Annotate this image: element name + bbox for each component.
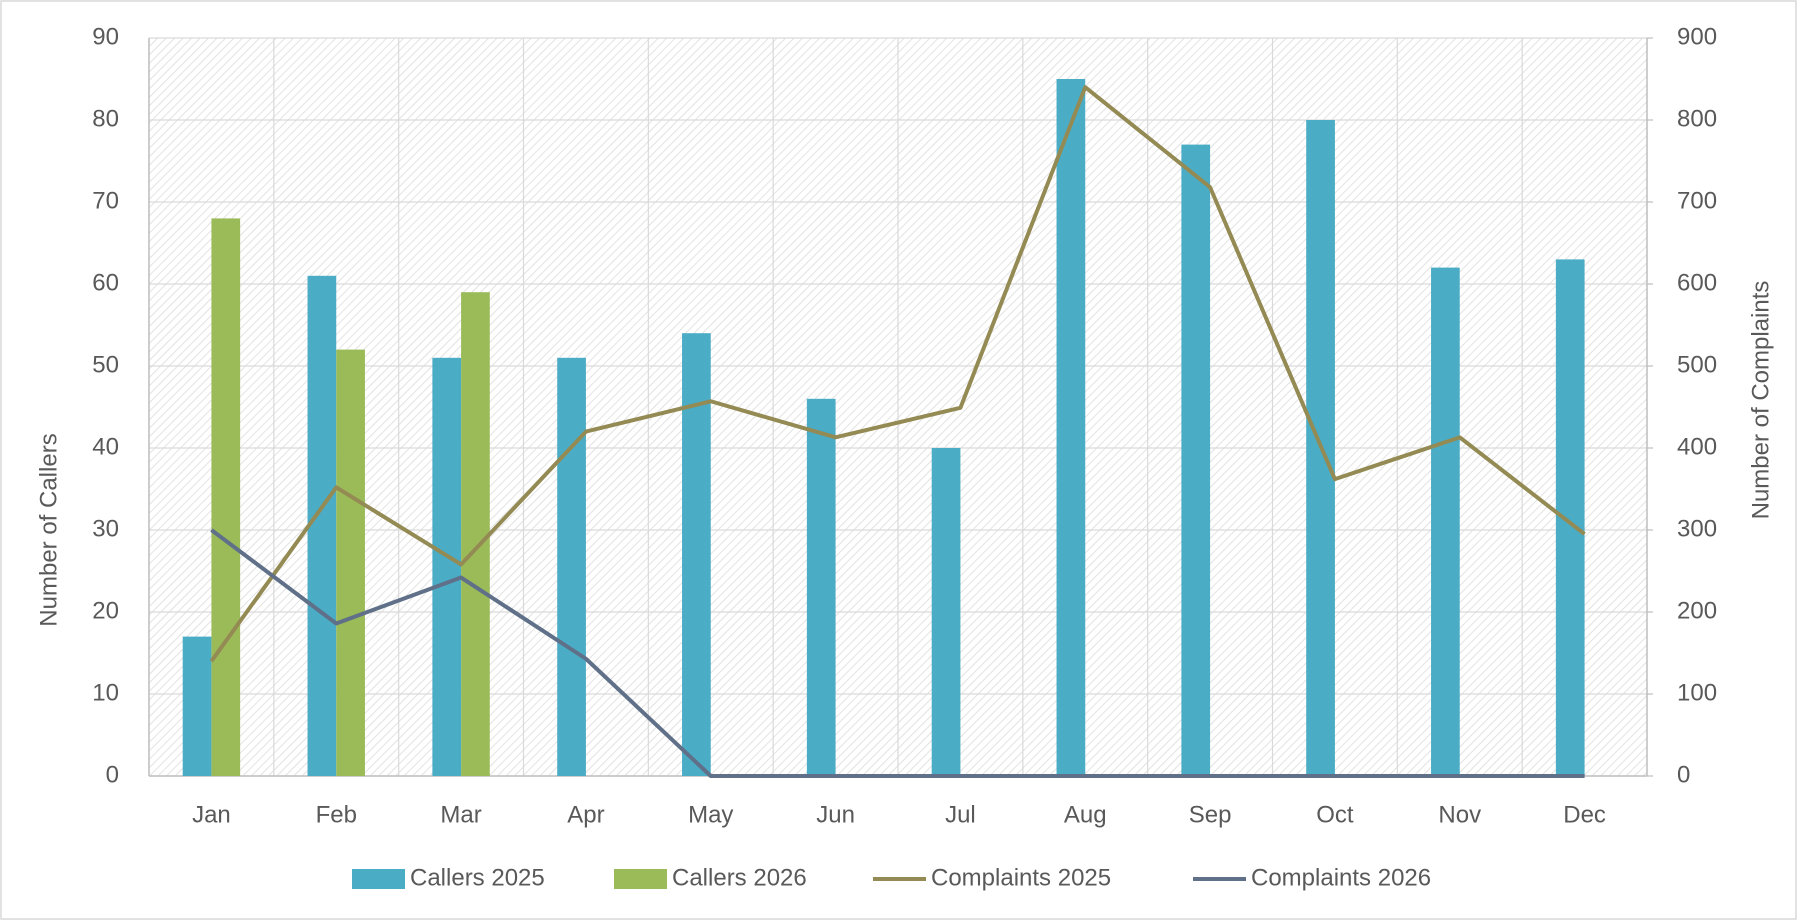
bar <box>182 636 212 776</box>
legend-swatch <box>614 869 667 889</box>
x-tick-label: Nov <box>1438 801 1481 828</box>
y2-tick-label: 600 <box>1677 269 1717 296</box>
y2-tick-label: 300 <box>1677 515 1717 542</box>
y2-tick-label: 900 <box>1677 23 1717 50</box>
bar <box>307 275 337 776</box>
x-tick-label: Apr <box>567 801 604 828</box>
y2-tick-label: 700 <box>1677 187 1717 214</box>
bar <box>461 292 490 776</box>
x-tick-label: May <box>688 801 733 828</box>
bar <box>806 398 836 776</box>
y2-tick-label: 400 <box>1677 433 1717 460</box>
x-tick-label: Sep <box>1189 801 1232 828</box>
x-tick-label: Mar <box>440 801 481 828</box>
y2-tick-label: 0 <box>1677 761 1690 788</box>
y-tick-label: 30 <box>92 515 119 542</box>
x-tick-label: Feb <box>316 801 357 828</box>
y-tick-label: 20 <box>92 597 119 624</box>
y-tick-label: 0 <box>106 761 119 788</box>
bar <box>682 333 711 776</box>
y-tick-label: 40 <box>92 433 119 460</box>
x-tick-label: Oct <box>1316 801 1354 828</box>
bar <box>931 448 961 776</box>
line-series <box>210 528 1585 778</box>
y2-tick-label: 200 <box>1677 597 1717 624</box>
legend-label: Complaints 2025 <box>931 864 1111 891</box>
x-tick-label: Jan <box>192 801 231 828</box>
y2-tick-label: 100 <box>1677 679 1717 706</box>
bar <box>557 357 586 776</box>
y-tick-label: 10 <box>92 679 119 706</box>
legend-label: Callers 2025 <box>410 864 545 891</box>
legend-label: Callers 2026 <box>672 864 807 891</box>
bar <box>1056 79 1086 776</box>
y2-tick-label: 800 <box>1677 105 1717 132</box>
bar <box>1431 267 1460 776</box>
bar <box>211 218 241 776</box>
legend-label: Complaints 2026 <box>1251 864 1431 891</box>
line-series <box>209 85 1586 663</box>
y2-tick-label: 500 <box>1677 351 1717 378</box>
x-tick-label: Dec <box>1563 801 1606 828</box>
x-tick-label: Aug <box>1064 801 1107 828</box>
bar <box>1181 144 1211 777</box>
y-tick-label: 50 <box>92 351 119 378</box>
x-tick-label: Jun <box>816 801 855 828</box>
y-tick-label: 70 <box>92 187 119 214</box>
x-tick-label: Jul <box>945 801 976 828</box>
y-tick-label: 90 <box>92 23 119 50</box>
legend-swatch <box>352 869 405 889</box>
y-tick-label: 60 <box>92 269 119 296</box>
y-tick-label: 80 <box>92 105 119 132</box>
y-axis-title: Number of Callers <box>35 433 62 626</box>
y2-axis-title: Number of Complaints <box>1747 281 1774 520</box>
bar <box>336 349 365 776</box>
bar <box>432 357 462 776</box>
